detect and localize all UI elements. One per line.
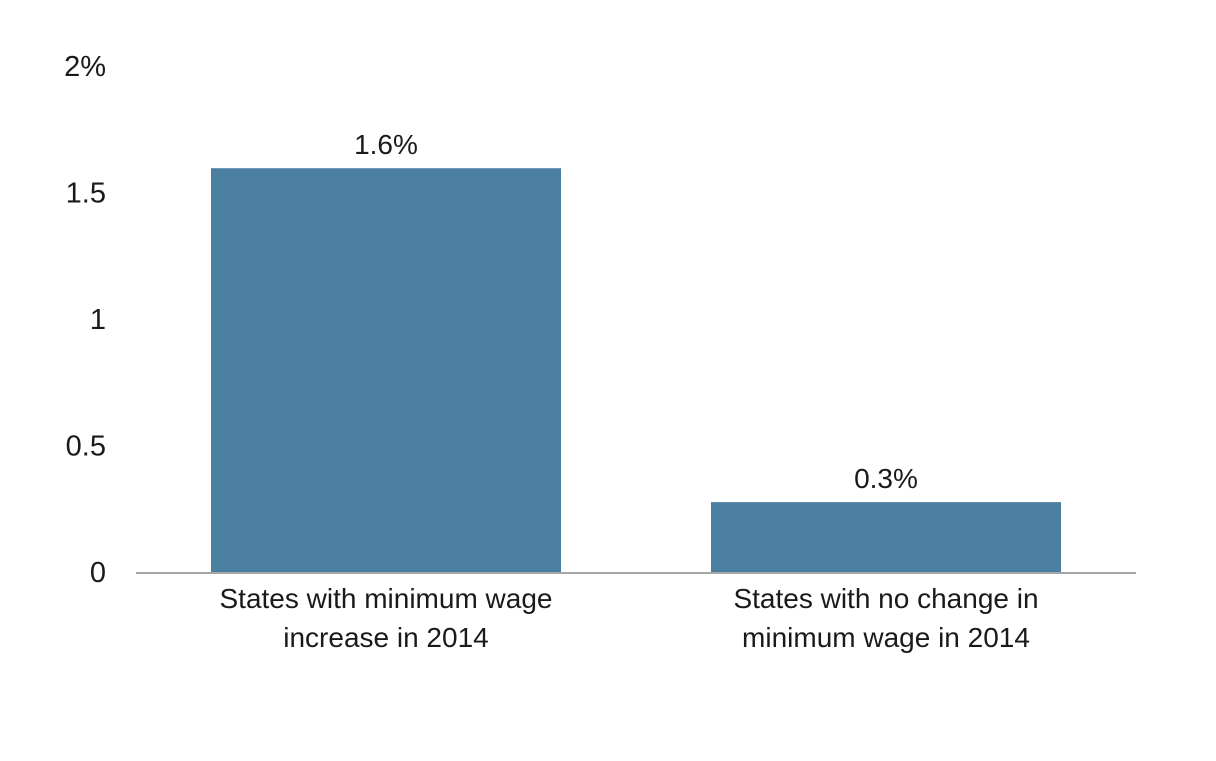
bar-value-label: 1.6% [354,129,418,160]
y-tick-label: 1.5 [66,178,106,210]
x-category-label: States with no change in [733,583,1038,614]
data-labels: 1.6% 0.3% [354,129,918,494]
x-category-label: States with minimum wage [219,583,552,614]
bar-2 [711,502,1061,573]
y-tick-label: 2% [64,51,106,83]
bars [211,168,1061,573]
x-category-label: increase in 2014 [283,622,488,653]
bar-value-label: 0.3% [854,463,918,494]
bar-1 [211,168,561,573]
x-category-label: minimum wage in 2014 [742,622,1030,653]
y-axis-ticks: 0 0.5 1 1.5 2% [64,51,106,589]
y-tick-label: 0.5 [66,431,106,463]
y-tick-label: 1 [90,304,106,336]
y-tick-label: 0 [90,557,106,589]
x-axis-category-labels: States with minimum wage increase in 2014… [219,583,1038,653]
